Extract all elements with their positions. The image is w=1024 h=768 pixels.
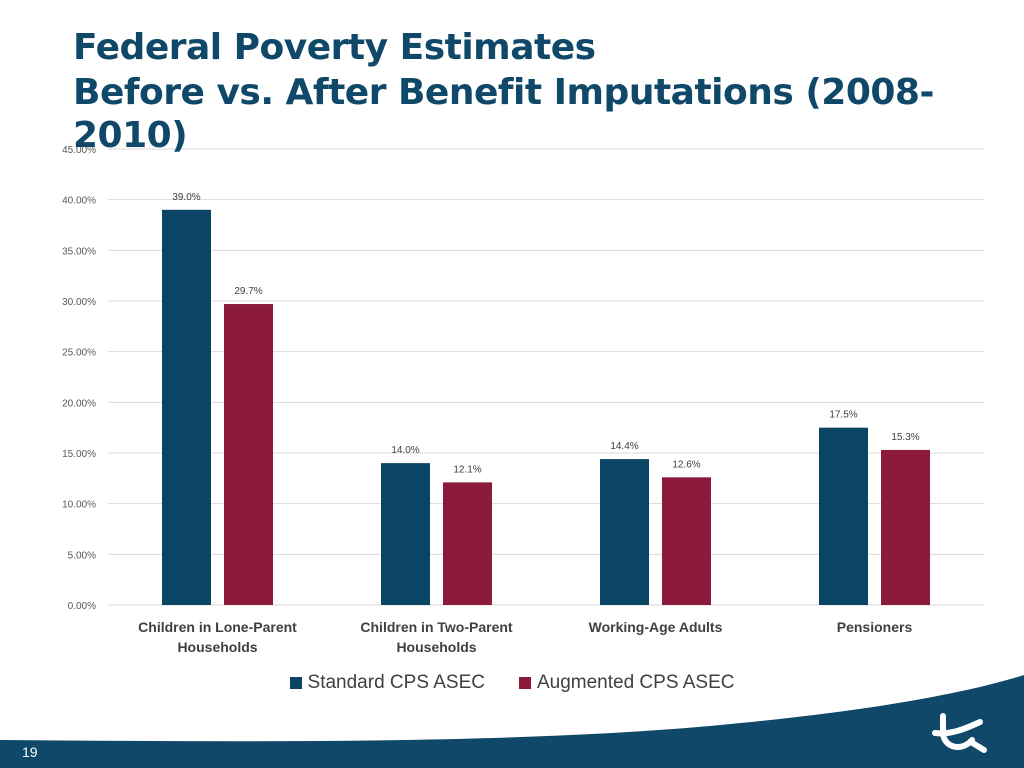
legend-item-standard: Standard CPS ASEC: [289, 672, 485, 694]
bar: [881, 449, 930, 605]
legend-swatch-augmented: [518, 677, 531, 689]
y-axis-ticks: 0.00% 5.00% 10.00% 15.00% 20.00% 25.00% 30.00%…: [62, 145, 96, 612]
data-label: 14.0%: [391, 445, 419, 456]
bar: [600, 459, 649, 605]
bar: [443, 482, 492, 605]
category-label: Children in Lone-Parent: [138, 619, 297, 635]
y-tick-label: 35.00%: [62, 246, 96, 257]
legend-label-augmented: Augmented CPS ASEC: [536, 672, 735, 693]
category-label: Pensioners: [837, 619, 913, 635]
legend: Standard CPS ASEC Augmented CPS ASEC: [0, 672, 1024, 694]
bar: [662, 477, 711, 605]
y-tick-label: 45.00%: [62, 145, 96, 156]
y-tick-label: 15.00%: [62, 449, 96, 460]
y-tick-label: 40.00%: [62, 196, 96, 207]
legend-swatch-standard: [289, 677, 302, 689]
slide-subtitle: Before vs. After Benefit Imputations (20…: [73, 72, 934, 157]
bar: [381, 463, 430, 605]
category-label: Children in Two-Parent: [360, 619, 513, 635]
legend-label-standard: Standard CPS ASEC: [307, 672, 485, 693]
y-tick-label: 5.00%: [68, 550, 96, 561]
y-tick-label: 25.00%: [62, 348, 96, 359]
y-tick-label: 0.00%: [68, 601, 96, 612]
data-label: 29.7%: [234, 286, 262, 297]
data-label: 39.0%: [172, 192, 200, 203]
slide-title: Federal Poverty Estimates: [73, 27, 596, 68]
data-label: 17.5%: [829, 410, 857, 421]
bar: [819, 427, 868, 605]
y-tick-label: 20.00%: [62, 398, 96, 409]
data-label: 12.1%: [453, 464, 481, 475]
data-labels: 39.0% 29.7% 14.0% 12.1% 14.4% 12.6% 17.5% 15.3%: [172, 192, 919, 476]
data-label: 15.3%: [891, 432, 919, 443]
title-block: Federal Poverty Estimates Before vs. Aft…: [73, 26, 993, 158]
data-label: 14.4%: [610, 441, 638, 452]
legend-item-augmented: Augmented CPS ASEC: [518, 672, 735, 694]
category-label: Working-Age Adults: [589, 619, 723, 635]
category-labels: Children in Lone-Parent Households Childre…: [138, 619, 912, 655]
footer-wave-shape: [0, 675, 1024, 768]
y-tick-label: 30.00%: [62, 297, 96, 308]
y-tick-label: 10.00%: [62, 500, 96, 511]
page-number: 19: [22, 744, 38, 760]
category-label: Households: [177, 639, 257, 655]
category-label: Households: [396, 639, 476, 655]
data-label: 12.6%: [672, 459, 700, 470]
bar: [162, 209, 211, 606]
bar: [224, 304, 273, 605]
bars: [162, 209, 930, 606]
